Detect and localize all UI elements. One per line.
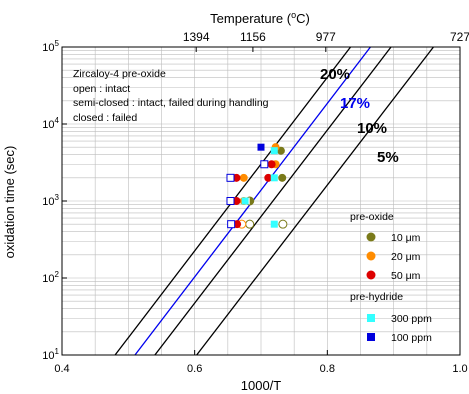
marker-fill: [270, 174, 278, 182]
data-point-circle: [278, 173, 287, 182]
line-label-17: 17%: [340, 95, 370, 112]
x-tick-label: 0.4: [54, 363, 69, 375]
x-axis-title: 1000/T: [241, 378, 282, 393]
data-point-circle: [239, 173, 248, 182]
marker-outline: [245, 219, 255, 229]
marker-fill: [241, 197, 249, 205]
top-tick-label: 1156: [240, 30, 266, 44]
reference-line: [196, 47, 434, 355]
data-point-square: [226, 197, 235, 205]
annotation-line: open : intact: [73, 83, 130, 95]
legend-marker-20um: [366, 251, 376, 261]
top-axis-title: Temperature (oC): [210, 10, 310, 26]
reference-line: [154, 47, 392, 355]
legend-label: 10 μm: [391, 232, 421, 244]
legend-marker-100ppm: [367, 333, 375, 341]
annotation-line: Zircaloy-4 pre-oxide: [73, 68, 166, 80]
data-point-circle: [245, 219, 255, 229]
legend-marker-300ppm: [367, 314, 375, 322]
annotation-box: Zircaloy-4 pre-oxide open : intact semi-…: [73, 68, 269, 124]
legend-label: 300 ppm: [391, 313, 432, 325]
axis-ticks: 0.4 0.6 0.8 1.0 101 102 103 104 105 1394 1156 977 72…: [42, 30, 469, 375]
line-label-10: 10%: [357, 120, 387, 137]
top-tick-label: 977: [316, 30, 336, 44]
marker-outline: [278, 219, 288, 229]
annotation-line: closed : failed: [73, 112, 137, 124]
data-markers: [226, 143, 288, 229]
data-point-square: [257, 143, 265, 151]
data-point-square: [241, 197, 249, 205]
marker-outline: [226, 197, 235, 205]
marker-fill: [278, 173, 287, 182]
data-point-circle: [267, 160, 276, 169]
reference-line-labels: 20% 17% 10% 5%: [320, 66, 399, 166]
data-point-square: [226, 173, 235, 182]
marker-outline: [227, 220, 236, 229]
legend-marker-50um: [366, 270, 376, 280]
annotation-line: semi-closed : intact, failed during hand…: [73, 97, 269, 109]
x-tick-label: 0.8: [320, 363, 335, 375]
x-tick-label: 0.6: [187, 363, 202, 375]
legend-label: 50 μm: [391, 270, 421, 282]
y-tick-label: 102: [42, 270, 59, 285]
marker-half: [249, 197, 254, 205]
x-tick-label: 1.0: [452, 363, 467, 375]
y-axis-title: oxidation time (sec): [2, 146, 17, 259]
top-tick-label: 1394: [183, 30, 210, 44]
y-tick-label: 101: [42, 347, 59, 362]
legend-label: 20 μm: [391, 251, 421, 263]
marker-fill: [270, 147, 278, 155]
marker-fill: [267, 160, 276, 169]
marker-outline: [226, 173, 235, 182]
line-label-5: 5%: [377, 149, 399, 166]
legend-marker-10um: [366, 232, 376, 242]
legend-label: 100 ppm: [391, 332, 432, 344]
marker-fill: [257, 143, 265, 151]
y-tick-label: 103: [42, 193, 59, 208]
data-point-square: [270, 174, 278, 182]
data-point-square: [227, 220, 236, 229]
data-point-square: [270, 220, 278, 228]
top-tick-label: 727: [450, 30, 469, 44]
marker-fill: [264, 173, 273, 182]
grid: [62, 47, 460, 355]
line-label-20: 20%: [320, 66, 350, 83]
data-point-circle: [264, 173, 273, 182]
marker-fill: [239, 173, 248, 182]
legend-group-title: pre-hydride: [350, 291, 403, 303]
legend-group-title: pre-oxide: [350, 211, 394, 223]
marker-outline: [260, 160, 269, 169]
y-tick-label: 105: [42, 39, 59, 54]
marker-fill: [270, 220, 278, 228]
y-tick-label: 104: [42, 116, 59, 131]
data-point-square: [260, 160, 269, 169]
data-point-square: [270, 147, 278, 155]
legend: pre-oxide 10 μm 20 μm 50 μm pre-hydride …: [350, 211, 432, 344]
data-point-circle: [278, 219, 288, 229]
